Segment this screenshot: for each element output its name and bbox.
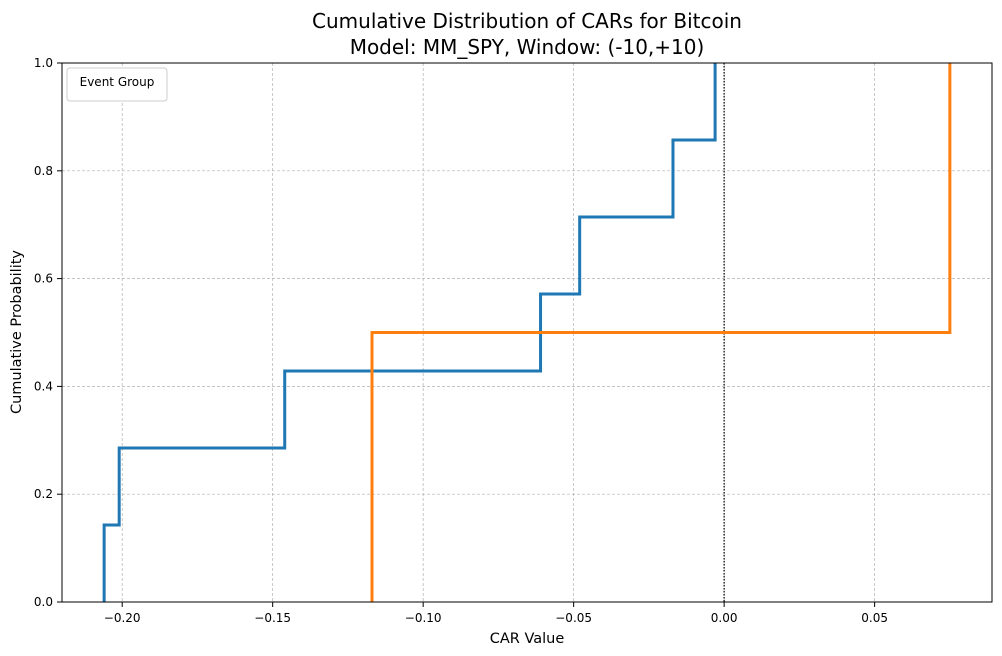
x-tick-label: −0.20 [104, 611, 141, 625]
cdf-series-2 [370, 63, 952, 602]
x-tick-label: −0.15 [254, 611, 291, 625]
y-axis-label: Cumulative Probability [9, 250, 25, 414]
y-tick-label: 0.0 [34, 595, 53, 609]
x-tick-label: −0.10 [405, 611, 442, 625]
plot-frame [61, 62, 993, 603]
chart-title-line1: Cumulative Distribution of CARs for Bitc… [312, 9, 742, 33]
x-axis-label: CAR Value [490, 631, 565, 647]
x-tick-label: −0.05 [555, 611, 592, 625]
series-lines [102, 63, 952, 602]
legend-box [66, 67, 168, 102]
x-tick-label: 0.05 [861, 611, 888, 625]
x-tick-label: 0.00 [711, 611, 738, 625]
axes: −0.20 −0.15 −0.10 −0.05 0.00 0.05 0.0 0.2 0.4 0.6… [34, 56, 993, 625]
y-tick-label: 1.0 [34, 56, 53, 70]
y-tick-label: 0.8 [34, 164, 53, 178]
y-tick-label: 0.6 [34, 272, 53, 286]
chart-title-line2: Model: MM_SPY, Window: (-10,+10) [350, 35, 705, 59]
y-tick-label: 0.2 [34, 487, 53, 501]
legend: Event Group [66, 67, 168, 102]
y-tick-label: 0.4 [34, 379, 53, 393]
legend-title: Event Group [80, 75, 155, 89]
